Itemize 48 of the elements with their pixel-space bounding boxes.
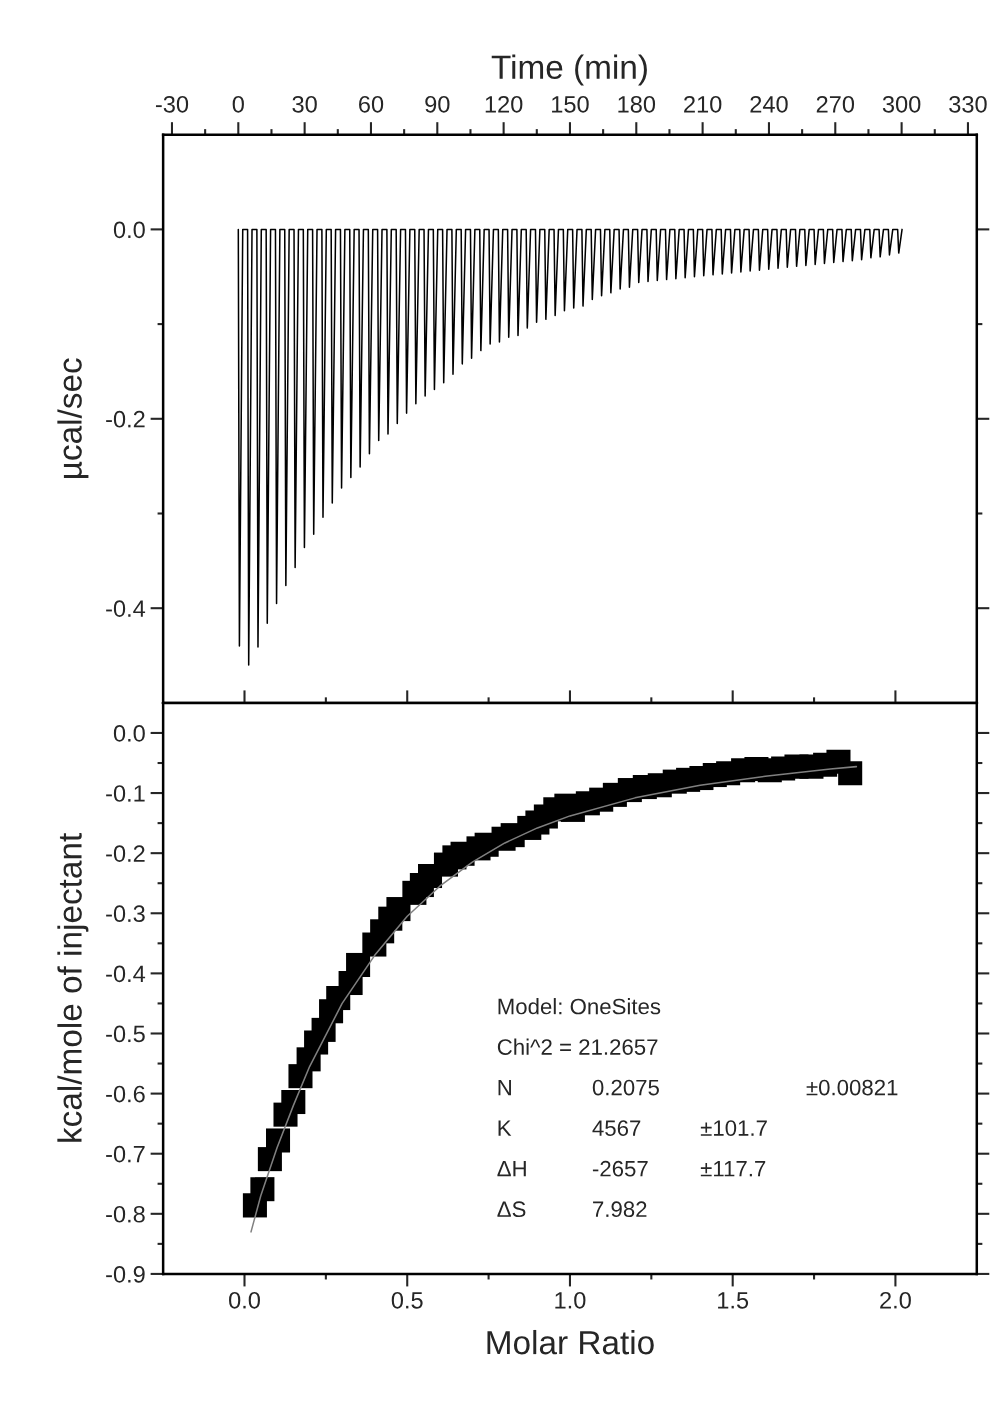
y-tick-label: -0.4 [106, 965, 146, 983]
x-tick-label: 2.0 [880, 1291, 911, 1309]
annotation: ΔS [497, 1201, 526, 1218]
annotation: ±101.7 [700, 1120, 767, 1136]
y-axis-title: µcal/sec [57, 358, 89, 478]
y-axis-title: kcal/mole of injectant [57, 833, 89, 1142]
x-tick-label: 330 [949, 95, 987, 113]
x-tick-label: 210 [684, 95, 722, 113]
annotation: Chi^2 = 21.2657 [497, 1038, 658, 1055]
x-tick-label: 60 [359, 95, 384, 113]
annotation: ±117.7 [700, 1161, 766, 1177]
y-tick-label: -0.1 [106, 785, 145, 802]
y-tick-label: 0.0 [113, 221, 145, 239]
x-axis-title: Time (min) [491, 54, 647, 86]
x-tick-label: 120 [485, 95, 523, 113]
x-tick-label: 90 [425, 95, 450, 113]
y-tick-label: -0.4 [106, 600, 146, 617]
x-tick-label: 30 [292, 95, 317, 113]
y-tick-label: -0.5 [106, 1025, 145, 1043]
y-tick-label: -0.9 [106, 1265, 145, 1283]
x-tick-label: 180 [618, 95, 656, 113]
annotation: 0.2075 [592, 1079, 659, 1096]
x-tick-label: 1.0 [555, 1291, 586, 1309]
annotation: Model: OneSites [498, 998, 661, 1015]
annotation: -2657 [592, 1160, 648, 1177]
annotation: ±0.00821 [806, 1079, 898, 1096]
y-tick-label: -0.3 [106, 905, 145, 923]
annotation: 4567 [592, 1120, 641, 1136]
x-tick-label: 0.0 [229, 1291, 260, 1309]
x-tick-label: 300 [882, 95, 921, 113]
annotation: K [498, 1120, 512, 1136]
x-tick-label: 240 [750, 95, 788, 113]
y-tick-label: 0.0 [113, 725, 145, 742]
annotation: N [498, 1079, 511, 1096]
x-tick-label: 150 [552, 95, 589, 113]
x-tick-label: -30 [155, 95, 189, 113]
y-tick-label: -0.2 [106, 410, 145, 428]
annotation: 7.982 [593, 1201, 647, 1218]
annotation: ΔH [497, 1161, 526, 1177]
x-axis-title: Molar Ratio [487, 1329, 654, 1355]
x-tick-label: 0.5 [391, 1291, 423, 1309]
x-tick-label: 270 [816, 95, 855, 113]
x-tick-label: 0 [232, 95, 244, 113]
y-tick-label: -0.8 [106, 1205, 145, 1223]
y-tick-label: -0.6 [106, 1085, 145, 1103]
y-tick-label: -0.2 [106, 845, 145, 862]
y-tick-label: -0.7 [106, 1145, 145, 1163]
x-tick-label: 1.5 [718, 1292, 749, 1309]
